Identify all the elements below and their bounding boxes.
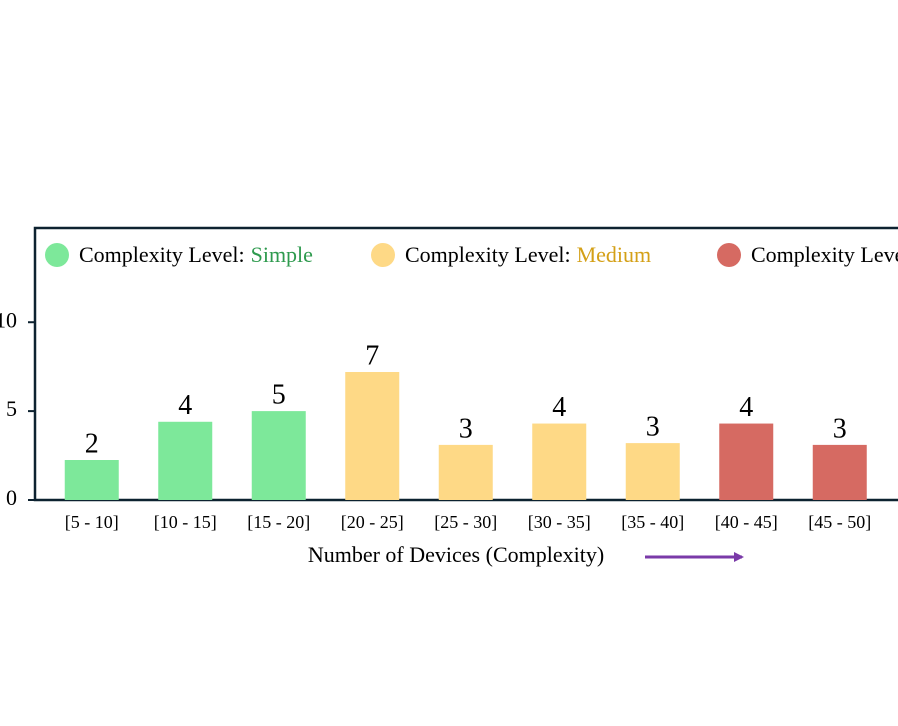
bar [345, 372, 400, 500]
x-tick-label: [10 - 15] [154, 512, 217, 532]
x-tick-label: [25 - 30] [434, 512, 497, 532]
bar [158, 421, 213, 500]
x-tick-label: [30 - 35] [528, 512, 591, 532]
bar [64, 460, 119, 500]
value-label: 3 [833, 413, 847, 444]
value-label: 4 [739, 392, 753, 423]
bar [438, 444, 493, 500]
legend-label: Complexity Level: Medium [405, 242, 651, 267]
x-tick-label: [45 - 50] [808, 512, 871, 532]
value-label: 5 [272, 380, 286, 411]
legend-text: Complexity Level: [405, 242, 571, 267]
legend-level: Simple [251, 242, 313, 267]
x-tick-label: [5 - 10] [65, 512, 119, 532]
legend-text: Complexity Level: [751, 242, 898, 267]
legend-marker [717, 243, 741, 267]
legend-marker [371, 243, 395, 267]
x-tick-label: [15 - 20] [247, 512, 310, 532]
legend-label: Complexity Level: Simple [79, 242, 313, 267]
value-label: 4 [552, 392, 566, 423]
bar [625, 443, 680, 500]
legend-level: Medium [577, 242, 652, 267]
value-label: 7 [365, 340, 379, 371]
x-tick-label: [20 - 25] [341, 512, 404, 532]
bar [719, 423, 774, 500]
value-label: 3 [459, 413, 473, 444]
y-tick-label: 0 [6, 485, 17, 510]
legend-text: Complexity Level: [79, 242, 245, 267]
value-label: 4 [178, 390, 192, 421]
value-label: 2 [85, 428, 99, 459]
bar [812, 444, 867, 500]
bar [532, 423, 587, 500]
legend-label: Complexity Level: [751, 242, 898, 267]
x-tick-label: [40 - 45] [715, 512, 778, 532]
y-tick-label: 5 [6, 396, 17, 421]
value-label: 3 [646, 412, 660, 443]
legend-marker [45, 243, 69, 267]
x-tick-label: [35 - 40] [621, 512, 684, 532]
y-tick-label: 10 [0, 307, 17, 332]
bar [251, 411, 306, 500]
x-axis-label: Number of Devices (Complexity) [308, 542, 604, 567]
